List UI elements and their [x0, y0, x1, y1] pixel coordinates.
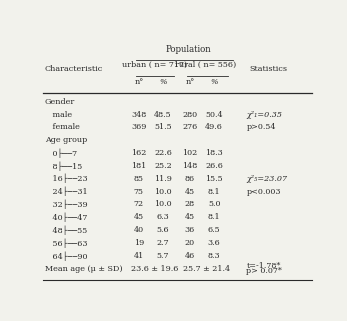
Text: 148: 148 [182, 162, 197, 170]
Text: n°: n° [185, 78, 195, 86]
Text: 5.0: 5.0 [208, 200, 220, 208]
Text: p> 0.07*: p> 0.07* [246, 267, 282, 275]
Text: 8.1: 8.1 [208, 213, 220, 221]
Text: 6.5: 6.5 [208, 226, 220, 234]
Text: 10.0: 10.0 [154, 200, 172, 208]
Text: Population: Population [166, 45, 211, 54]
Text: 348: 348 [131, 110, 146, 118]
Text: 45: 45 [185, 213, 195, 221]
Text: 102: 102 [182, 149, 197, 157]
Text: 45: 45 [185, 187, 195, 195]
Text: rural ( n= 556): rural ( n= 556) [176, 61, 237, 69]
Text: 8.3: 8.3 [208, 252, 220, 260]
Text: n°: n° [134, 78, 143, 86]
Text: 64├──90: 64├──90 [45, 251, 87, 261]
Text: 56├──63: 56├──63 [45, 238, 87, 248]
Text: 50.4: 50.4 [205, 110, 223, 118]
Text: 3.6: 3.6 [208, 239, 220, 247]
Text: female: female [45, 123, 79, 131]
Text: 25.7 ± 21.4: 25.7 ± 21.4 [183, 265, 230, 273]
Text: 32├──39: 32├──39 [45, 200, 87, 209]
Text: 19: 19 [134, 239, 144, 247]
Text: 26.6: 26.6 [205, 162, 223, 170]
Text: 85: 85 [134, 175, 144, 183]
Text: 5.7: 5.7 [157, 252, 169, 260]
Text: p<0.003: p<0.003 [246, 187, 281, 195]
Text: χ²₅=23.07: χ²₅=23.07 [246, 175, 288, 183]
Text: 25.2: 25.2 [154, 162, 172, 170]
Text: 40: 40 [134, 226, 144, 234]
Text: 28: 28 [185, 200, 195, 208]
Text: Age group: Age group [45, 136, 87, 144]
Text: 181: 181 [131, 162, 146, 170]
Text: 11.9: 11.9 [154, 175, 172, 183]
Text: 162: 162 [131, 149, 146, 157]
Text: 20: 20 [185, 239, 195, 247]
Text: %: % [210, 78, 218, 86]
Text: 86: 86 [185, 175, 195, 183]
Text: 8├──15: 8├──15 [45, 161, 82, 171]
Text: Mean age (μ ± SD): Mean age (μ ± SD) [45, 265, 122, 273]
Text: 46: 46 [185, 252, 195, 260]
Text: 72: 72 [134, 200, 144, 208]
Text: Characteristic: Characteristic [45, 65, 103, 73]
Text: 45: 45 [134, 213, 144, 221]
Text: 51.5: 51.5 [154, 123, 172, 131]
Text: %: % [159, 78, 167, 86]
Text: 36: 36 [185, 226, 195, 234]
Text: 75: 75 [134, 187, 144, 195]
Text: 48.5: 48.5 [154, 110, 172, 118]
Text: 10.0: 10.0 [154, 187, 172, 195]
Text: 0├──7: 0├──7 [45, 148, 77, 158]
Text: 24├──31: 24├──31 [45, 187, 87, 196]
Text: 18.3: 18.3 [205, 149, 223, 157]
Text: 48├──55: 48├──55 [45, 225, 87, 235]
Text: 2.7: 2.7 [157, 239, 169, 247]
Text: 369: 369 [131, 123, 146, 131]
Text: 280: 280 [183, 110, 197, 118]
Text: p>0.54: p>0.54 [246, 123, 276, 131]
Text: 41: 41 [134, 252, 144, 260]
Text: 23.6 ± 19.6: 23.6 ± 19.6 [131, 265, 179, 273]
Text: Gender: Gender [45, 98, 75, 106]
Text: Statistics: Statistics [249, 65, 287, 73]
Text: 5.6: 5.6 [157, 226, 169, 234]
Text: 49.6: 49.6 [205, 123, 223, 131]
Text: 6.3: 6.3 [157, 213, 169, 221]
Text: 22.6: 22.6 [154, 149, 172, 157]
Text: male: male [45, 110, 72, 118]
Text: 15.5: 15.5 [205, 175, 223, 183]
Text: urban ( n= 717): urban ( n= 717) [122, 61, 188, 69]
Text: t=-1.78*: t=-1.78* [246, 262, 281, 270]
Text: 40├──47: 40├──47 [45, 213, 87, 222]
Text: 8.1: 8.1 [208, 187, 220, 195]
Text: 16├──23: 16├──23 [45, 174, 87, 184]
Text: χ²₁=0.35: χ²₁=0.35 [246, 110, 282, 118]
Text: 276: 276 [182, 123, 197, 131]
